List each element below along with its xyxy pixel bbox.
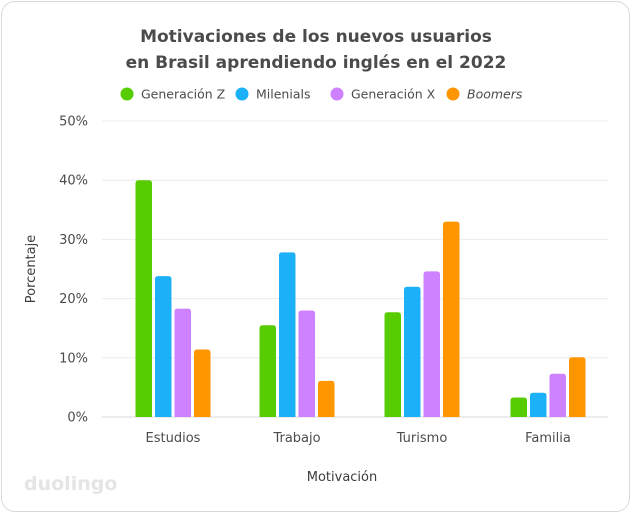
legend-swatch <box>235 87 249 101</box>
duolingo-logo: duolingo <box>24 473 117 495</box>
x-tick-label: Turismo <box>396 431 448 446</box>
legend-item: Generación Z <box>120 87 225 102</box>
bar-trabajo-generación-z <box>259 325 276 417</box>
x-tick-label: Estudios <box>146 431 201 446</box>
bar-turismo-milenials <box>404 286 421 417</box>
chart-title: Motivaciones de los nuevos usuarios en B… <box>126 27 507 73</box>
x-tick-label: Trabajo <box>272 431 320 446</box>
bar-estudios-milenials <box>155 276 172 417</box>
x-tick-label: Familia <box>525 431 571 446</box>
y-tick-label: 50% <box>59 115 88 130</box>
bar-familia-boomers <box>569 357 586 417</box>
bars <box>135 180 586 417</box>
legend-item: Milenials <box>235 87 310 102</box>
bar-turismo-generación-x <box>423 271 440 417</box>
legend-swatch <box>120 87 134 101</box>
y-tick-label: 30% <box>59 233 88 248</box>
bar-familia-generación-x <box>549 373 566 417</box>
y-tick-label: 0% <box>67 411 88 426</box>
legend-label: Generación X <box>351 87 436 102</box>
bar-trabajo-generación-x <box>298 310 315 417</box>
legend-swatch <box>330 87 344 101</box>
bar-turismo-boomers <box>443 221 460 417</box>
legend-item: Generación X <box>330 87 436 102</box>
bar-estudios-generación-x <box>174 308 191 417</box>
bar-familia-milenials <box>530 392 547 417</box>
y-axis-label: Porcentaje <box>24 235 39 303</box>
legend: Generación Z Milenials Generación X Boomers <box>120 87 523 102</box>
bar-estudios-generación-z <box>135 180 152 417</box>
bar-trabajo-boomers <box>318 380 335 417</box>
bar-turismo-generación-z <box>384 312 401 417</box>
y-axis-ticks: 0% 10% 20% 30% 40% 50% <box>59 115 88 426</box>
y-tick-label: 20% <box>59 292 88 307</box>
legend-label: Milenials <box>256 87 310 102</box>
legend-label: Generación Z <box>141 87 225 102</box>
chart-title-line-2: en Brasil aprendiendo inglés en el 2022 <box>126 53 507 73</box>
bar-familia-generación-z <box>510 397 527 417</box>
legend-swatch <box>446 87 460 101</box>
bar-trabajo-milenials <box>279 252 296 417</box>
legend-label: Boomers <box>467 87 523 102</box>
y-tick-label: 40% <box>59 174 88 189</box>
x-axis-label: Motivación <box>307 470 378 485</box>
chart-title-line-1: Motivaciones de los nuevos usuarios <box>140 27 492 47</box>
bar-estudios-boomers <box>194 349 211 417</box>
x-axis-ticks: Estudios Trabajo Turismo Familia <box>146 431 571 446</box>
y-tick-label: 10% <box>59 351 88 366</box>
legend-item: Boomers <box>446 87 523 102</box>
